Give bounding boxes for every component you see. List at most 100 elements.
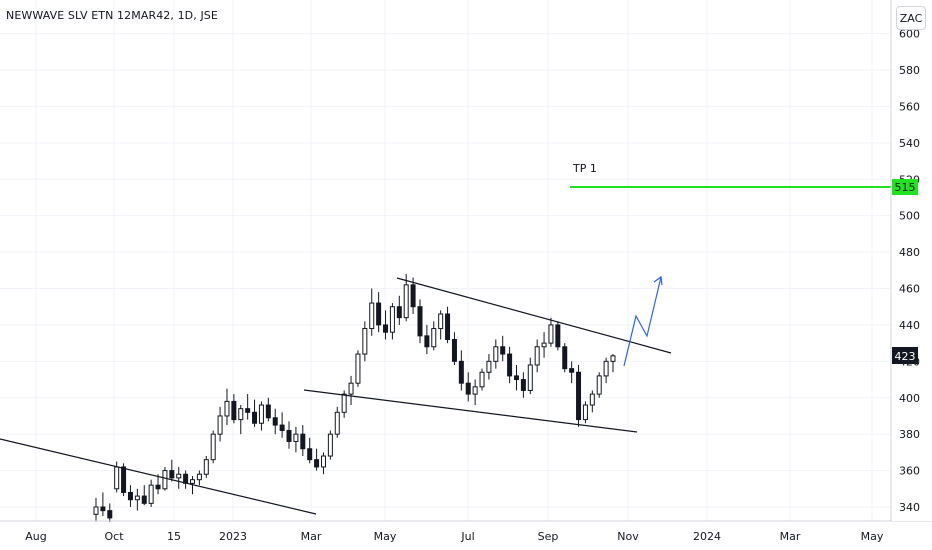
x-tick-label: Aug	[25, 530, 46, 543]
candle-series	[93, 273, 616, 526]
candle	[169, 459, 175, 482]
candle	[134, 488, 140, 511]
candle	[610, 354, 616, 373]
candle-body	[169, 470, 175, 479]
candle	[458, 350, 464, 391]
candle-body	[286, 430, 292, 442]
x-tick-label: 2024	[693, 530, 721, 543]
candle-body	[417, 306, 423, 337]
candle	[445, 306, 451, 344]
candle-body	[162, 470, 168, 490]
candle	[355, 350, 361, 387]
candle	[196, 470, 202, 486]
wedge-upper-trendline	[396, 277, 672, 354]
y-tick-label: 440	[899, 319, 920, 332]
candle	[541, 332, 547, 358]
candle-body	[183, 473, 189, 484]
candle-body	[548, 324, 554, 344]
time-axis[interactable]: Aug Oct 15 2023 Mar May Jul Sep Nov 2024 Mar May	[25, 530, 884, 543]
candle-body	[224, 400, 230, 417]
candle-body	[134, 495, 140, 501]
candle	[100, 492, 106, 517]
candle-body	[493, 346, 499, 362]
candle	[589, 390, 595, 413]
candle	[307, 437, 313, 464]
candle	[203, 456, 209, 478]
candle	[93, 497, 99, 522]
x-tick-label: Nov	[617, 530, 639, 543]
candle-body	[534, 346, 540, 366]
candle-body	[127, 491, 133, 501]
candle-body	[603, 360, 609, 377]
candle	[245, 394, 251, 420]
candle	[451, 332, 457, 365]
candle	[465, 372, 471, 402]
candle-body	[196, 473, 202, 481]
x-tick-label: 15	[167, 530, 181, 543]
tp-price-tag	[892, 179, 918, 195]
candle	[141, 485, 147, 506]
candle-body	[121, 466, 127, 493]
candle	[383, 310, 389, 340]
candle	[569, 361, 575, 384]
candle	[210, 430, 216, 464]
candle-body	[369, 302, 375, 330]
candle	[300, 425, 306, 457]
candle-body	[541, 342, 547, 348]
candle-body	[513, 375, 519, 381]
candle-body	[293, 433, 299, 442]
projection-arrowhead	[653, 275, 663, 286]
candle	[127, 485, 133, 507]
candle-body	[272, 417, 278, 426]
candle-body	[424, 335, 430, 348]
y-tick-label: 360	[899, 465, 920, 478]
candle-body	[203, 459, 209, 475]
x-tick-label: Sep	[538, 530, 559, 543]
candle-body	[589, 393, 595, 406]
price-axis-bg	[892, 0, 932, 521]
candle-body	[93, 506, 99, 515]
currency-button[interactable]: ZAC	[896, 6, 926, 30]
candle	[155, 474, 161, 495]
candle	[162, 466, 168, 491]
candle	[500, 335, 506, 362]
candle	[369, 288, 375, 336]
candle-body	[451, 338, 457, 362]
candle	[527, 357, 533, 395]
candle	[362, 321, 368, 362]
candle	[231, 394, 237, 424]
tp-price-tag-text: 515	[895, 181, 916, 194]
candle-body	[231, 400, 237, 421]
candle	[258, 401, 264, 431]
candle	[293, 426, 299, 453]
candle-body	[472, 386, 478, 395]
candle-body	[396, 306, 402, 319]
last-price-tag-text: 423	[895, 350, 916, 363]
x-tick-label: May	[374, 530, 397, 543]
candle	[176, 466, 182, 489]
candle-body	[355, 353, 361, 384]
candle-body	[210, 433, 216, 461]
lower-trendline-left	[0, 438, 317, 515]
candle-body	[383, 324, 389, 333]
candle	[396, 295, 402, 325]
candle-body	[348, 382, 354, 395]
projection-path	[623, 276, 662, 367]
candle-body	[500, 346, 506, 355]
y-tick-label: 560	[899, 100, 920, 113]
candle-body	[376, 302, 382, 326]
time-axis-bg	[0, 522, 932, 550]
candle-body	[252, 411, 258, 424]
candle-body	[245, 408, 251, 413]
candle-body	[141, 495, 147, 504]
candle	[389, 303, 395, 340]
candle	[265, 397, 271, 422]
candle-body	[279, 424, 285, 432]
candle-body	[507, 353, 513, 377]
x-tick-label: Oct	[104, 530, 124, 543]
candle-body	[562, 346, 568, 370]
candle	[314, 448, 320, 471]
candle-body	[610, 355, 616, 362]
candle-body	[190, 479, 196, 484]
candle	[479, 368, 485, 391]
